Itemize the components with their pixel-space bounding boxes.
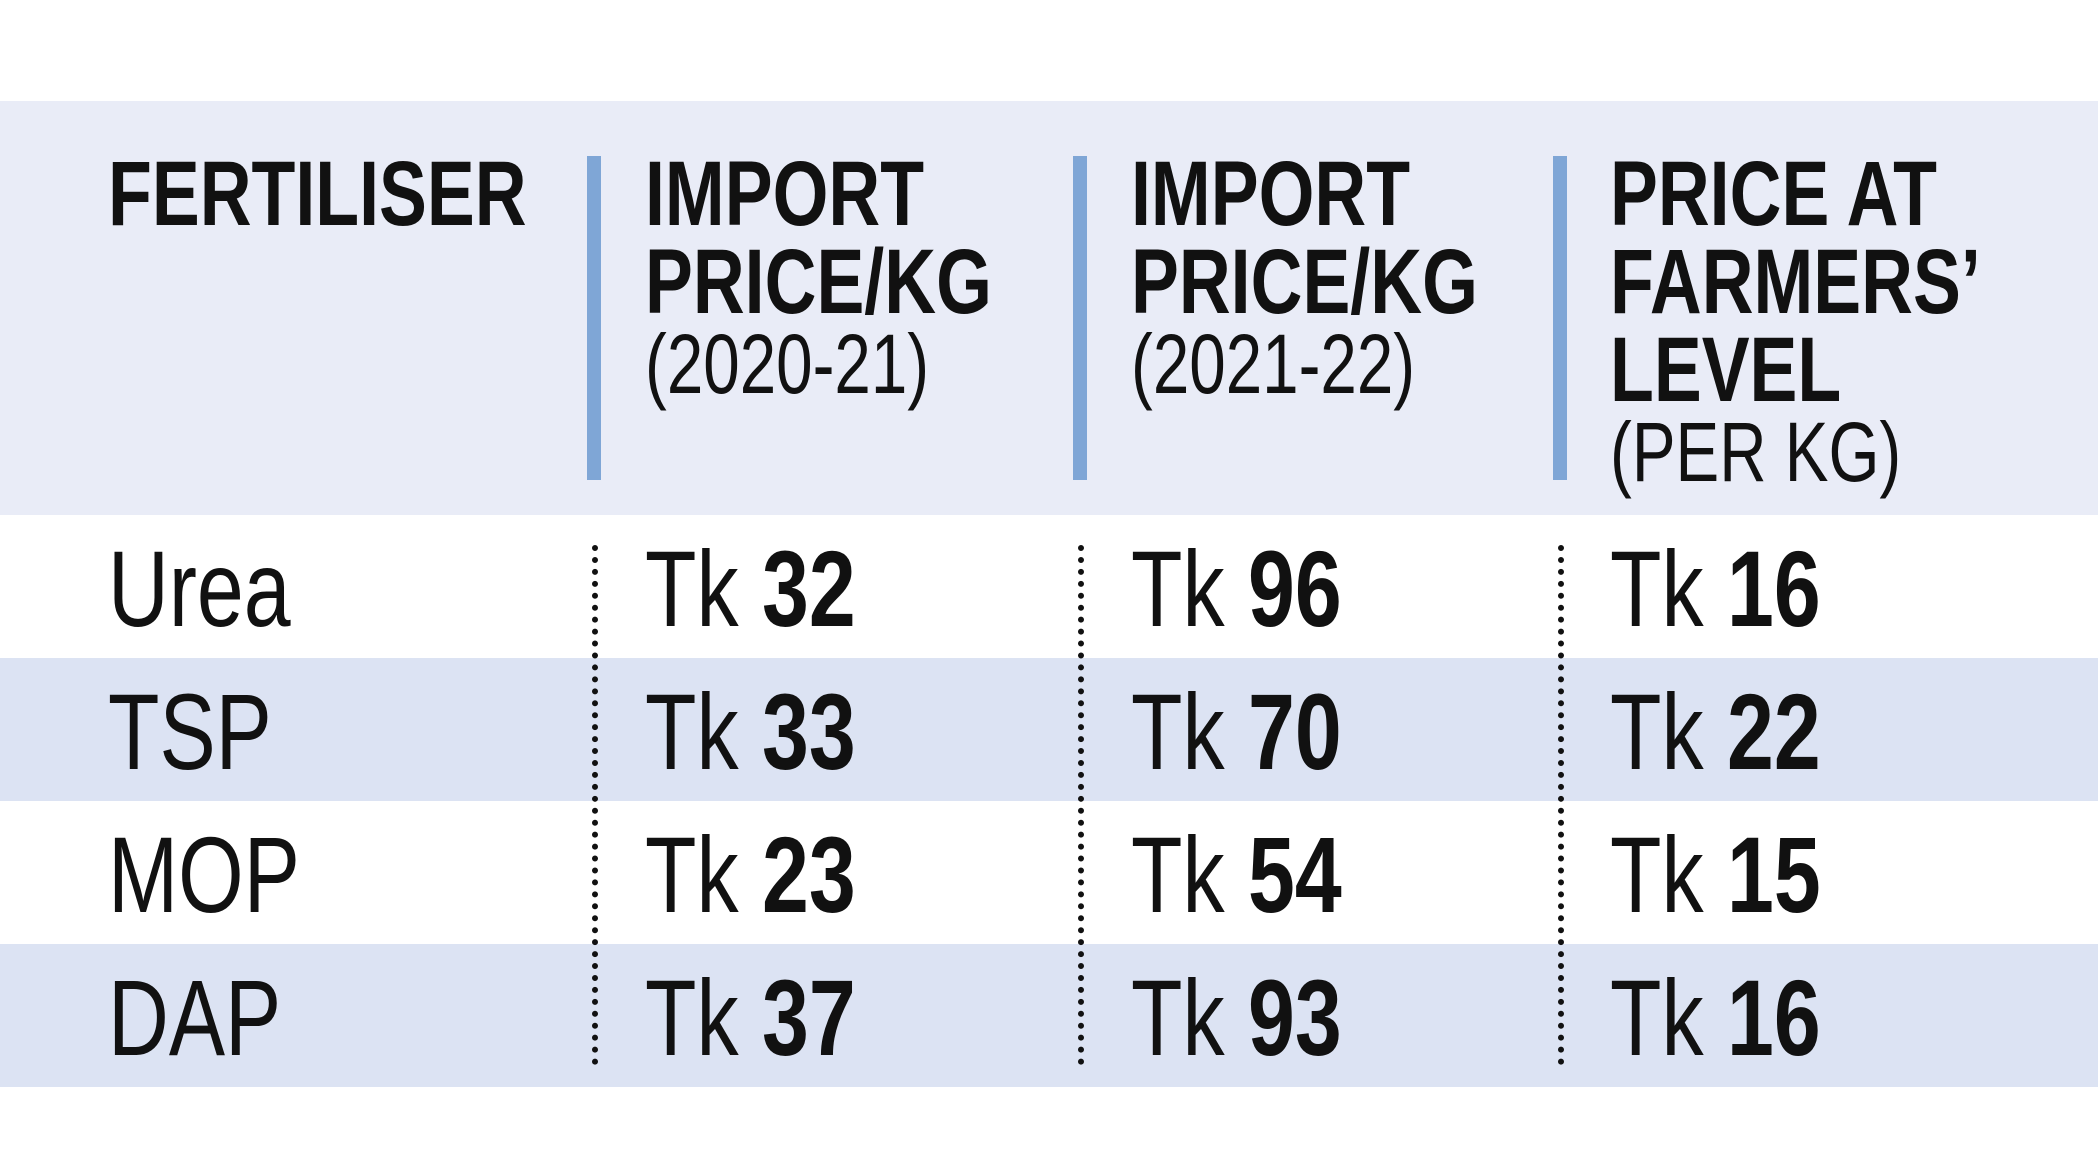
header-band	[0, 101, 2098, 515]
price-cell: Tk 16	[1610, 535, 1821, 643]
price-cell: Tk 54	[1131, 821, 1342, 929]
dotted-divider	[1078, 545, 1084, 1065]
currency: Tk	[645, 814, 739, 935]
currency: Tk	[645, 528, 739, 649]
dotted-divider	[592, 545, 598, 1065]
currency: Tk	[645, 957, 739, 1078]
price-cell: Tk 23	[645, 821, 856, 929]
price-cell: Tk 96	[1131, 535, 1342, 643]
currency: Tk	[1610, 671, 1704, 792]
price-value: 54	[1248, 814, 1342, 935]
header-note: (2020-21)	[645, 317, 930, 411]
currency: Tk	[1610, 814, 1704, 935]
currency: Tk	[1610, 957, 1704, 1078]
column-divider	[1073, 156, 1087, 480]
header-title: LEVEL	[1610, 319, 1842, 421]
currency: Tk	[1131, 528, 1225, 649]
row-band	[0, 658, 2098, 801]
currency: Tk	[1610, 528, 1704, 649]
header-note: (2021-22)	[1131, 317, 1416, 411]
column-divider	[1553, 156, 1567, 480]
price-value: 32	[762, 528, 856, 649]
row-band	[0, 944, 2098, 1087]
header-note: (PER KG)	[1610, 405, 1902, 499]
price-cell: Tk 16	[1610, 964, 1821, 1072]
column-divider	[587, 156, 601, 480]
currency: Tk	[645, 671, 739, 792]
header-title: IMPORT	[1131, 143, 1411, 245]
header-title: PRICE AT	[1610, 143, 1937, 245]
price-cell: Tk 15	[1610, 821, 1821, 929]
header-title: FARMERS’	[1610, 231, 1981, 333]
fertiliser-name: MOP	[108, 814, 300, 935]
price-value: 23	[762, 814, 856, 935]
header-title: IMPORT	[645, 143, 925, 245]
header-title: PRICE/KG	[1131, 231, 1478, 333]
price-cell: Tk 93	[1131, 964, 1342, 1072]
currency: Tk	[1131, 671, 1225, 792]
price-value: 37	[762, 957, 856, 1078]
price-value: 33	[762, 671, 856, 792]
price-value: 15	[1727, 814, 1821, 935]
price-value: 22	[1727, 671, 1821, 792]
dotted-divider	[1558, 545, 1564, 1065]
fertiliser-name: Urea	[108, 528, 291, 649]
price-cell: Tk 32	[645, 535, 856, 643]
price-cell: Tk 33	[645, 678, 856, 786]
price-cell: Tk 70	[1131, 678, 1342, 786]
price-value: 16	[1727, 528, 1821, 649]
price-value: 16	[1727, 957, 1821, 1078]
price-value: 93	[1248, 957, 1342, 1078]
fertiliser-name: DAP	[108, 957, 282, 1078]
currency: Tk	[1131, 957, 1225, 1078]
header-title: FERTILISER	[108, 143, 527, 245]
header-title: PRICE/KG	[645, 231, 992, 333]
price-value: 96	[1248, 528, 1342, 649]
currency: Tk	[1131, 814, 1225, 935]
fertiliser-name: TSP	[108, 671, 272, 792]
price-value: 70	[1248, 671, 1342, 792]
price-cell: Tk 22	[1610, 678, 1821, 786]
price-cell: Tk 37	[645, 964, 856, 1072]
